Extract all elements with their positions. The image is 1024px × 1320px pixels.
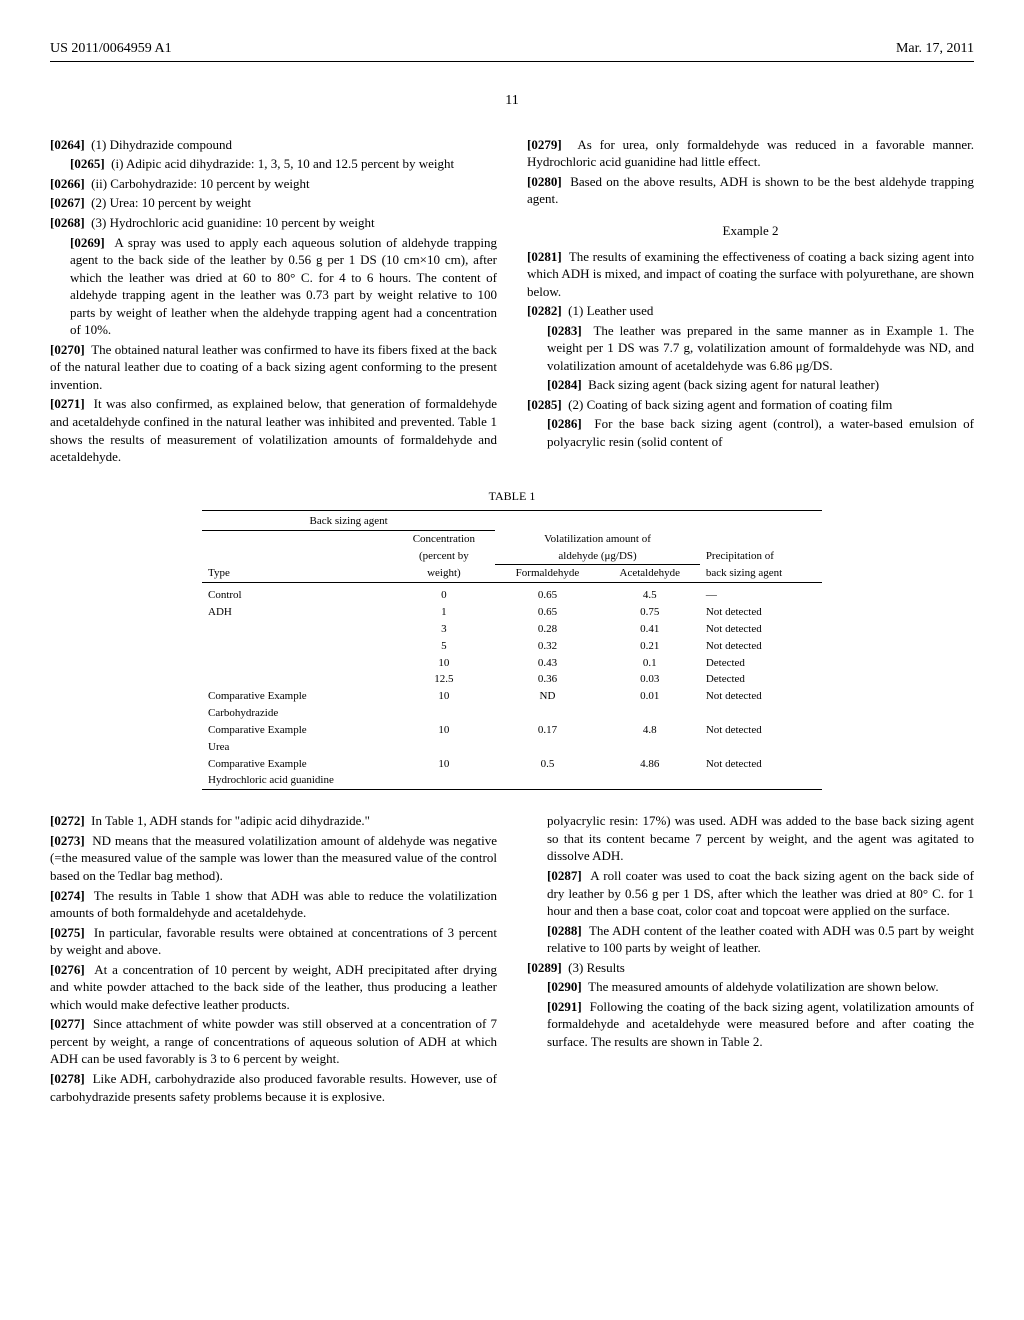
table-row: Hydrochloric acid guanidine [202, 772, 822, 789]
para-0279: [0279] As for urea, only formaldehyde wa… [527, 136, 974, 171]
table-row: Carbohydrazide [202, 705, 822, 722]
table-row: Comparative Example100.54.86Not detected [202, 756, 822, 773]
para-0266: [0266] (ii) Carbohydrazide: 10 percent b… [50, 175, 497, 193]
table-row: 12.50.360.03Detected [202, 671, 822, 688]
para-0268: [0268] (3) Hydrochloric acid guanidine: … [50, 214, 497, 232]
para-0284: [0284] Back sizing agent (back sizing ag… [527, 376, 974, 394]
table-row: 30.280.41Not detected [202, 621, 822, 638]
para-0287: [0287] A roll coater was used to coat th… [527, 867, 974, 920]
table-row: Comparative Example100.174.8Not detected [202, 722, 822, 739]
bottom-columns: [0272] In Table 1, ADH stands for "adipi… [50, 812, 974, 1107]
para-0270: [0270] The obtained natural leather was … [50, 341, 497, 394]
para-0288: [0288] The ADH content of the leather co… [527, 922, 974, 957]
para-0290: [0290] The measured amounts of aldehyde … [527, 978, 974, 996]
column-right: [0279] As for urea, only formaldehyde wa… [527, 136, 974, 468]
top-columns: [0264] (1) Dihydrazide compound [0265] (… [50, 136, 974, 468]
para-0274: [0274] The results in Table 1 show that … [50, 887, 497, 922]
publication-date: Mar. 17, 2011 [896, 40, 974, 59]
para-0285: [0285] (2) Coating of back sizing agent … [527, 396, 974, 414]
table-1: TABLE 1 Back sizing agent Concentration … [202, 488, 822, 793]
para-0286b: polyacrylic resin: 17%) was used. ADH wa… [527, 812, 974, 865]
para-0283: [0283] The leather was prepared in the s… [527, 322, 974, 375]
para-0291: [0291] Following the coating of the back… [527, 998, 974, 1051]
para-0265: [0265] (i) Adipic acid dihydrazide: 1, 3… [50, 155, 497, 173]
table-row: 50.320.21Not detected [202, 638, 822, 655]
para-0281: [0281] The results of examining the effe… [527, 248, 974, 301]
para-0276: [0276] At a concentration of 10 percent … [50, 961, 497, 1014]
para-0264: [0264] (1) Dihydrazide compound [50, 136, 497, 154]
table-row: Urea [202, 739, 822, 756]
para-0275: [0275] In particular, favorable results … [50, 924, 497, 959]
table-row: Comparative Example10ND0.01Not detected [202, 688, 822, 705]
para-0271: [0271] It was also confirmed, as explain… [50, 395, 497, 465]
para-0286: [0286] For the base back sizing agent (c… [527, 415, 974, 450]
table-row: ADH10.650.75Not detected [202, 604, 822, 621]
example-2-heading: Example 2 [527, 222, 974, 240]
column-right-bottom: polyacrylic resin: 17%) was used. ADH wa… [527, 812, 974, 1107]
patent-number: US 2011/0064959 A1 [50, 40, 172, 59]
column-left-bottom: [0272] In Table 1, ADH stands for "adipi… [50, 812, 497, 1107]
para-0277: [0277] Since attachment of white powder … [50, 1015, 497, 1068]
para-0289: [0289] (3) Results [527, 959, 974, 977]
para-0278: [0278] Like ADH, carbohydrazide also pro… [50, 1070, 497, 1105]
para-0280: [0280] Based on the above results, ADH i… [527, 173, 974, 208]
table-row: 100.430.1Detected [202, 655, 822, 672]
table-1-title: TABLE 1 [202, 488, 822, 504]
para-0273: [0273] ND means that the measured volati… [50, 832, 497, 885]
table-1-body: Back sizing agent Concentration Volatili… [202, 510, 822, 793]
para-0272: [0272] In Table 1, ADH stands for "adipi… [50, 812, 497, 830]
para-0269: [0269] A spray was used to apply each aq… [50, 234, 497, 339]
para-0282: [0282] (1) Leather used [527, 302, 974, 320]
column-left: [0264] (1) Dihydrazide compound [0265] (… [50, 136, 497, 468]
page-header: US 2011/0064959 A1 Mar. 17, 2011 [50, 40, 974, 62]
page-number: 11 [50, 92, 974, 111]
table-row: Control00.654.5— [202, 587, 822, 604]
para-0267: [0267] (2) Urea: 10 percent by weight [50, 194, 497, 212]
table-header-group: Back sizing agent [202, 513, 495, 530]
